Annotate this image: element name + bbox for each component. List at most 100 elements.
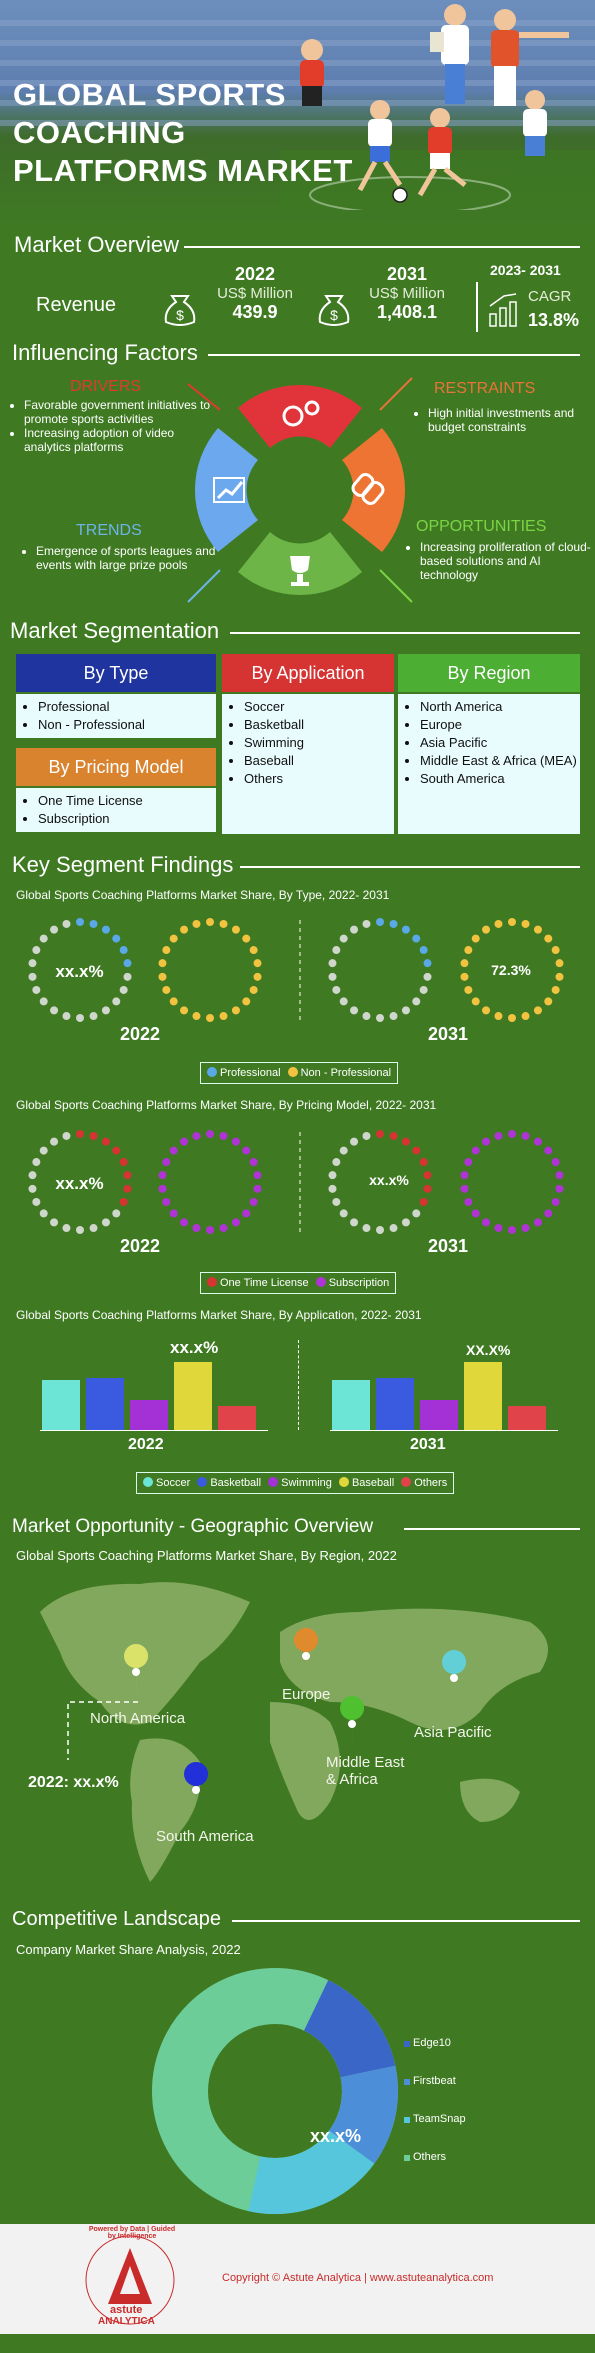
ring-dot — [350, 1218, 359, 1227]
ring-dot — [206, 1226, 214, 1234]
bar-soccer-2022 — [42, 1380, 80, 1430]
world-map — [40, 1582, 548, 1882]
ring-dot — [28, 1171, 37, 1180]
segment-item: Europe — [420, 716, 580, 734]
ring-dot — [249, 1158, 258, 1167]
ring-dot — [169, 1209, 178, 1218]
ring-dot — [169, 934, 178, 943]
region-label-south-america: South America — [156, 1828, 254, 1845]
ring-dot — [389, 1131, 398, 1140]
ring-dot — [62, 1012, 71, 1021]
ring-dot — [192, 1224, 201, 1233]
hero-title-line3: PLATFORMS MARKET — [13, 153, 353, 188]
ring-dot — [231, 925, 240, 934]
ring-dot — [521, 919, 530, 928]
competitive-subtitle: Company Market Share Analysis, 2022 — [16, 1942, 241, 1957]
ring-dot — [62, 1224, 71, 1233]
ring-dot — [508, 918, 516, 926]
ring-dot — [32, 985, 41, 994]
ring-dot — [412, 1146, 421, 1155]
ring-dot — [332, 1197, 341, 1206]
ring-dot — [28, 1184, 37, 1193]
money-bag-icon: $ — [318, 295, 350, 326]
ring-dot — [544, 997, 553, 1006]
pricing-dot-rings — [28, 1130, 564, 1234]
gears-icon — [282, 400, 320, 427]
trend-item: Emergence of sports leagues and events w… — [36, 544, 226, 572]
bar-baseball-2031 — [464, 1362, 502, 1430]
ring-dot — [180, 1218, 189, 1227]
ring-dot — [39, 1209, 48, 1218]
ring-dot — [460, 1171, 469, 1180]
app-bar-chart — [0, 1330, 595, 1440]
ring-dot — [112, 1146, 121, 1155]
ring-dot — [464, 1197, 473, 1206]
legend-swatch — [287, 1067, 298, 1077]
ring-dot — [533, 1218, 542, 1227]
ring-dot — [460, 1184, 469, 1193]
legend-label: Baseball — [351, 1477, 395, 1489]
ring-dot — [328, 959, 337, 968]
influencing-factors-heading: Influencing Factors — [12, 340, 198, 365]
ring-dot — [460, 959, 469, 968]
ring-dot — [112, 1209, 121, 1218]
drivers-title: DRIVERS — [70, 378, 142, 395]
segment-item: Swimming — [244, 734, 394, 752]
ring-dot — [544, 934, 553, 943]
ring-dot — [89, 1224, 98, 1233]
ring-dot — [192, 919, 201, 928]
ring-dot — [389, 919, 398, 928]
factors-wheel — [187, 377, 413, 603]
key-findings-heading: Key Segment Findings — [12, 852, 234, 877]
ring-dot — [362, 1131, 371, 1140]
ring-dot — [249, 985, 258, 994]
ring-dot — [32, 1158, 41, 1167]
ring-dot — [401, 925, 410, 934]
by-application-header: By Application — [222, 654, 394, 692]
ring-dot — [101, 925, 110, 934]
section-divider — [240, 866, 580, 868]
ring-dot — [419, 946, 428, 955]
slice-firstbeat — [152, 1968, 398, 2214]
ring-dot — [192, 1131, 201, 1140]
cagr-divider — [476, 282, 478, 332]
trophy-icon — [290, 556, 310, 586]
legend-label: Firstbeat — [413, 2075, 456, 2087]
legend-label: Subscription — [328, 1277, 390, 1289]
ring-dot — [50, 1137, 59, 1146]
segment-item: Subscription — [38, 810, 216, 828]
by-region-list: North America Europe Asia Pacific Middle… — [398, 694, 580, 834]
footer-copyright: Copyright © Astute Analytica | www.astut… — [222, 2272, 494, 2284]
ring-dot — [242, 934, 251, 943]
ring-dot — [521, 1131, 530, 1140]
ring-dot — [328, 1171, 337, 1180]
competitive-legend: Edge10 Firstbeat TeamSnap Others — [404, 2024, 466, 2176]
ring-dot — [32, 1197, 41, 1206]
money-bag-icon: $ — [164, 295, 196, 326]
ring-dot — [464, 1158, 473, 1167]
section-divider — [230, 632, 580, 634]
app-year-2022: 2022 — [128, 1436, 164, 1453]
ring-dot — [169, 997, 178, 1006]
ring-dot — [482, 925, 491, 934]
region-label-mea: Middle East & Africa — [326, 1754, 405, 1788]
ring-dot — [544, 1209, 553, 1218]
ring-dot — [328, 1184, 337, 1193]
ring-dot — [350, 925, 359, 934]
ring-dot — [376, 1014, 384, 1022]
ring-dot — [412, 997, 421, 1006]
ring-dot — [123, 1184, 132, 1193]
baseline-2031 — [330, 1430, 558, 1431]
ring-dot — [123, 972, 132, 981]
bar-growth-icon — [489, 293, 517, 327]
baseline-2022 — [40, 1430, 268, 1431]
opportunities-title: OPPORTUNITIES — [416, 518, 547, 535]
ring-dot — [533, 1006, 542, 1015]
legend-swatch — [143, 1477, 153, 1487]
ring-dot — [62, 919, 71, 928]
legend-label: Edge10 — [413, 2037, 451, 2049]
ring-dot — [389, 1224, 398, 1233]
ring-dot — [119, 1158, 128, 1167]
overview-unit-2031: US$ Million — [369, 285, 445, 302]
